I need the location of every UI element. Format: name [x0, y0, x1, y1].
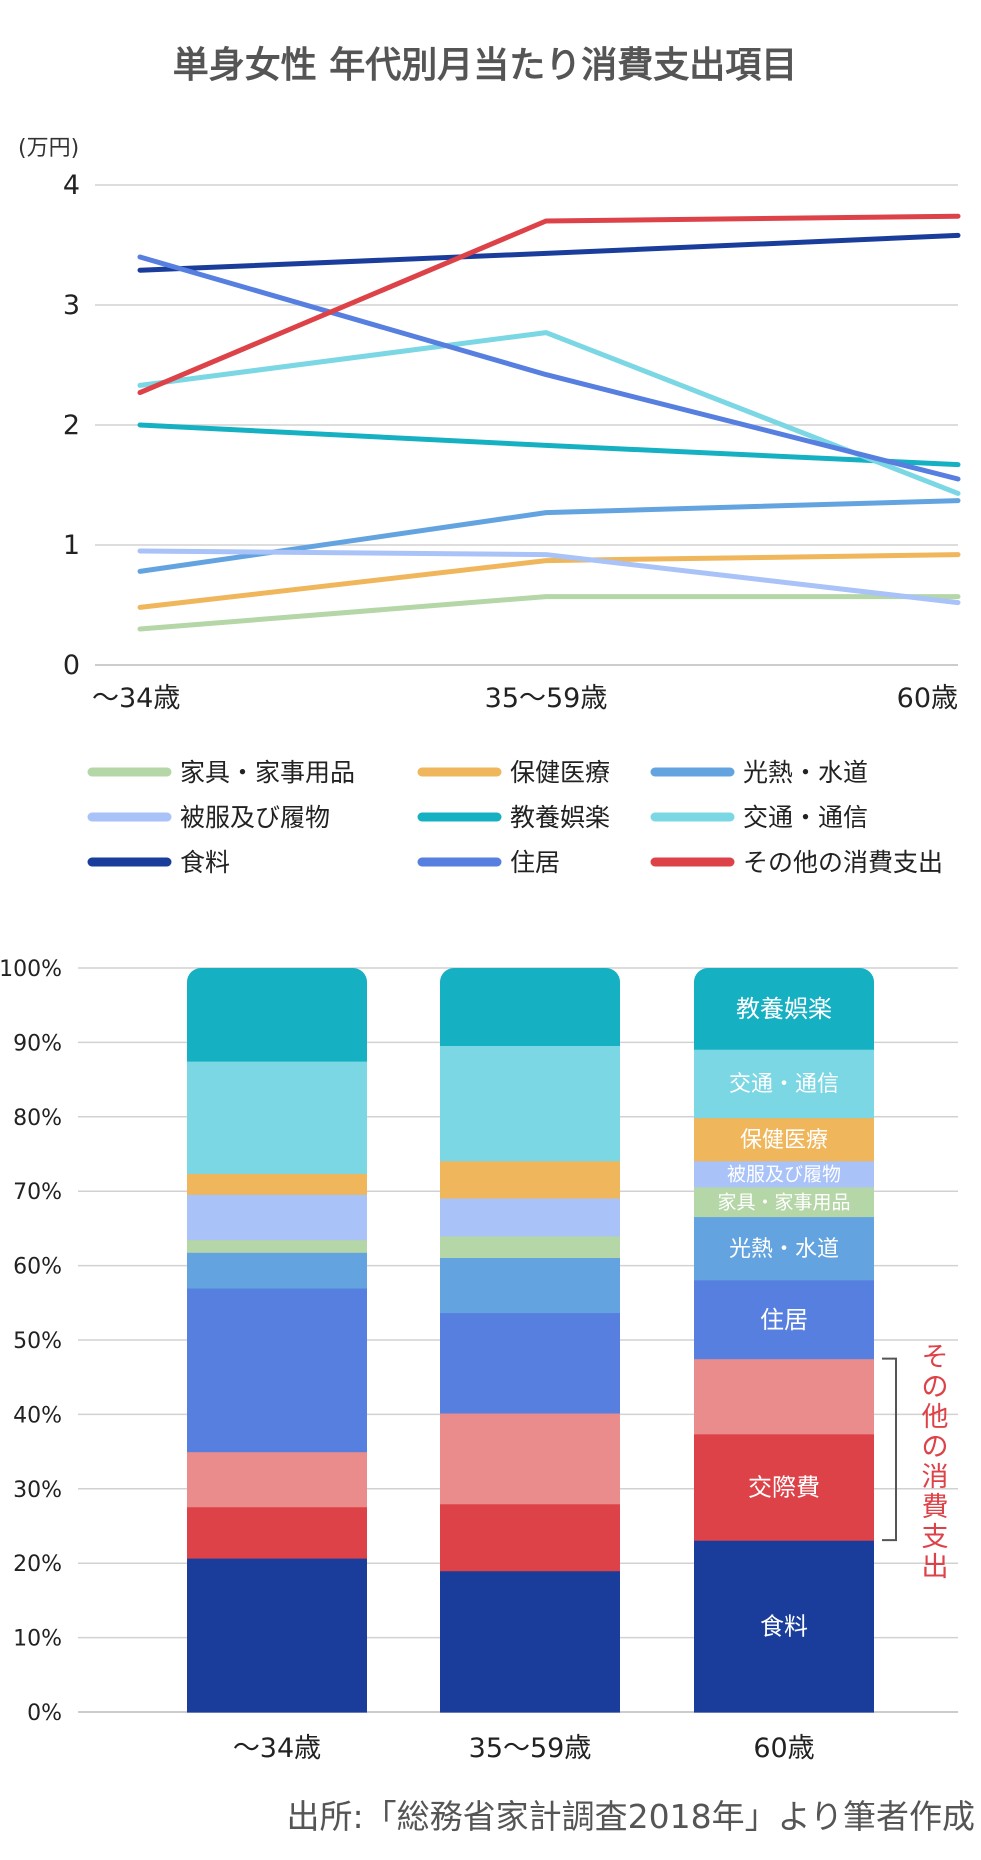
y-tick-label: 2	[63, 410, 80, 441]
bar-segment	[694, 1433, 874, 1541]
bar-segment	[440, 1257, 620, 1314]
bar-segment	[694, 1540, 874, 1713]
bar-segment	[187, 1557, 367, 1713]
stacked-bar	[187, 968, 367, 1713]
x-tick-label: 35〜59歳	[485, 683, 608, 714]
y-tick-label: 90%	[13, 1031, 62, 1056]
line-series	[137, 213, 961, 396]
segment-label: 交際費	[748, 1474, 820, 1502]
source-note: 出所:「総務省家計調査2018年」より筆者作成	[287, 1797, 975, 1836]
bar-segment	[440, 968, 620, 1046]
y-tick-label: 100%	[0, 957, 62, 982]
bracket-label-char: 他	[922, 1402, 949, 1433]
bracket-label-char: 出	[922, 1552, 949, 1583]
bar-segment	[694, 1186, 874, 1218]
line-series	[137, 594, 961, 632]
chart-title: 単身女性 年代別月当たり消費支出項目	[173, 45, 798, 86]
segment-label: 食料	[760, 1613, 808, 1641]
bar-segment	[694, 1279, 874, 1360]
legend-label: 被服及び履物	[180, 803, 330, 832]
bar-segment	[187, 1239, 367, 1253]
x-tick-label: 〜34歳	[92, 683, 180, 714]
stacked-bar	[694, 968, 874, 1713]
line-series	[137, 552, 961, 610]
bar-segment	[440, 1197, 620, 1237]
y-tick-label: 4	[63, 170, 80, 201]
segment-label: 交通・通信	[729, 1072, 839, 1097]
legend-label: 光熱・水道	[743, 758, 868, 787]
bar-segment	[440, 1570, 620, 1713]
bar-segment	[187, 1061, 367, 1174]
bar-segment	[440, 1045, 620, 1162]
bracket-label-char: 費	[922, 1492, 949, 1523]
bracket-label-char: 消	[922, 1462, 949, 1493]
y-tick-label: 0%	[27, 1701, 62, 1726]
y-tick-label: 40%	[13, 1403, 62, 1428]
x-tick-label: 〜34歳	[233, 1733, 321, 1764]
line-series	[137, 548, 961, 606]
bar-segment	[187, 1194, 367, 1241]
bar-segment	[440, 1312, 620, 1414]
legend-label: 住居	[510, 848, 560, 877]
stacked-bar	[440, 968, 620, 1713]
line-series	[137, 422, 961, 468]
bar-segment	[694, 1216, 874, 1281]
legend-label: 保健医療	[510, 758, 610, 787]
bar-segment	[187, 968, 367, 1062]
segment-label: 保健医療	[740, 1128, 828, 1153]
y-tick-label: 10%	[13, 1627, 62, 1652]
x-tick-label: 60歳	[753, 1733, 814, 1764]
bar-segment	[694, 1117, 874, 1162]
line-series	[137, 330, 961, 496]
y-tick-label: 20%	[13, 1552, 62, 1577]
segment-label: 被服及び履物	[727, 1164, 841, 1186]
bar-segment	[187, 1506, 367, 1559]
y-tick-label: 1	[63, 530, 80, 561]
bar-segment	[440, 1412, 620, 1505]
segment-label: 住居	[760, 1306, 808, 1334]
bracket-label-char: の	[922, 1372, 949, 1403]
bar-segment	[440, 1503, 620, 1572]
line-series	[137, 254, 961, 482]
bar-segment	[694, 1160, 874, 1188]
bar-segment	[187, 1287, 367, 1453]
bar-segment	[694, 1049, 874, 1119]
y-tick-label: 60%	[13, 1255, 62, 1280]
bar-segment	[187, 1252, 367, 1289]
segment-label: 家具・家事用品	[717, 1191, 850, 1213]
bracket	[882, 1357, 897, 1542]
bracket-label-char: そ	[922, 1342, 949, 1373]
y-tick-label: 50%	[13, 1329, 62, 1354]
y-tick-label: 30%	[13, 1478, 62, 1503]
y-tick-label: 80%	[13, 1106, 62, 1131]
legend-label: 交通・通信	[743, 803, 868, 832]
legend-label: その他の消費支出	[743, 848, 943, 877]
bar-segment	[187, 1173, 367, 1195]
x-tick-label: 35〜59歳	[469, 1733, 592, 1764]
bracket-label-char: の	[922, 1432, 949, 1463]
legend-label: 教養娯楽	[510, 803, 610, 832]
bar-segment	[440, 1160, 620, 1199]
bar-segment	[694, 1358, 874, 1435]
legend-label: 家具・家事用品	[180, 758, 355, 787]
line-chart: (万円) 0 1 2 3 4 〜34歳 35〜59歳 60歳	[18, 136, 961, 714]
line-series	[137, 232, 961, 273]
y-tick-label: 0	[63, 650, 80, 681]
x-tick-label: 60歳	[897, 683, 958, 714]
segment-label: 光熱・水道	[729, 1237, 839, 1262]
bracket-label-char: 支	[922, 1522, 949, 1553]
bar-segment	[187, 1451, 367, 1508]
legend-label: 食料	[180, 848, 230, 877]
stacked-bar-chart: 0% 10% 20% 30% 40% 50% 60% 70% 80% 90% 100% 〜34歳 35〜…	[0, 957, 958, 1764]
y-unit-label: (万円)	[18, 136, 79, 161]
segment-label: 教養娯楽	[736, 995, 832, 1023]
bar-segment	[694, 968, 874, 1050]
bar-segment	[440, 1235, 620, 1259]
y-tick-label: 3	[63, 290, 80, 321]
y-tick-label: 70%	[13, 1180, 62, 1205]
